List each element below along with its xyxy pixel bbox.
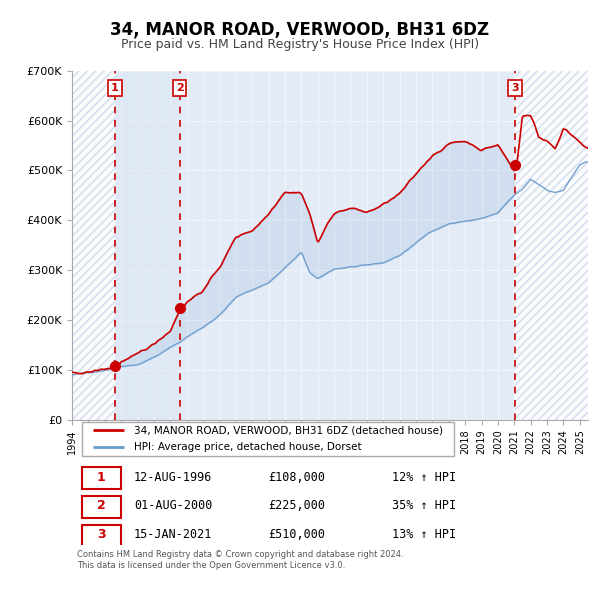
Text: 13% ↑ HPI: 13% ↑ HPI [392, 528, 456, 541]
FancyBboxPatch shape [82, 422, 454, 456]
Text: 2: 2 [97, 499, 106, 512]
Text: 01-AUG-2000: 01-AUG-2000 [134, 499, 212, 512]
Text: 1: 1 [111, 83, 119, 93]
Text: £225,000: £225,000 [268, 499, 325, 512]
Text: £108,000: £108,000 [268, 470, 325, 484]
Text: 3: 3 [97, 528, 106, 541]
FancyBboxPatch shape [82, 525, 121, 547]
Text: 2: 2 [176, 83, 184, 93]
Text: Contains HM Land Registry data © Crown copyright and database right 2024.
This d: Contains HM Land Registry data © Crown c… [77, 550, 404, 570]
FancyBboxPatch shape [82, 467, 121, 489]
Text: 35% ↑ HPI: 35% ↑ HPI [392, 499, 456, 512]
Text: 1: 1 [97, 470, 106, 484]
Text: 12% ↑ HPI: 12% ↑ HPI [392, 470, 456, 484]
Text: 12-AUG-1996: 12-AUG-1996 [134, 470, 212, 484]
Bar [180, 71, 515, 419]
Text: 15-JAN-2021: 15-JAN-2021 [134, 528, 212, 541]
Text: 34, MANOR ROAD, VERWOOD, BH31 6DZ (detached house): 34, MANOR ROAD, VERWOOD, BH31 6DZ (detac… [134, 425, 443, 435]
Text: £510,000: £510,000 [268, 528, 325, 541]
FancyBboxPatch shape [82, 496, 121, 518]
Text: 34, MANOR ROAD, VERWOOD, BH31 6DZ: 34, MANOR ROAD, VERWOOD, BH31 6DZ [110, 21, 490, 39]
Text: 3: 3 [511, 83, 519, 93]
Text: Price paid vs. HM Land Registry's House Price Index (HPI): Price paid vs. HM Land Registry's House … [121, 38, 479, 51]
Bar [115, 71, 180, 419]
Text: HPI: Average price, detached house, Dorset: HPI: Average price, detached house, Dors… [134, 442, 362, 452]
